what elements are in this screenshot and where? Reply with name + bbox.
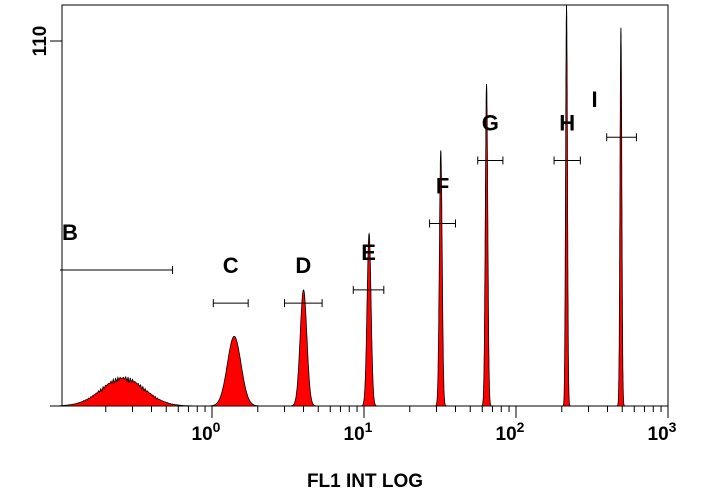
histogram-peak-7	[562, 4, 571, 407]
gate-g: G	[477, 110, 504, 165]
gate-c: C	[212, 253, 249, 308]
plot-frame	[61, 4, 669, 407]
gate-label-h: H	[559, 110, 575, 135]
histogram-peak-5	[434, 150, 447, 407]
gate-b: B	[60, 220, 174, 274]
gate-d: D	[284, 253, 323, 308]
y-tick-label: 110	[30, 26, 51, 57]
x-axis-label: FL1 INT LOG	[307, 471, 423, 492]
x-tick-label: 102	[496, 419, 525, 445]
gate-label-i: I	[592, 87, 598, 112]
gate-h: H	[553, 110, 581, 165]
histogram-peak-3	[288, 289, 319, 407]
gate-e: E	[352, 240, 385, 294]
gate-i: I	[592, 87, 637, 142]
gate-f: F	[429, 174, 457, 228]
x-tick-label: 101	[344, 419, 373, 445]
histogram-peak-1	[59, 375, 219, 407]
x-tick-label: 100	[192, 419, 221, 445]
gate-label-c: C	[223, 253, 239, 278]
histogram-peak-8	[616, 27, 626, 407]
histogram-peak-6	[481, 84, 492, 407]
gate-label-e: E	[361, 240, 376, 265]
gate-label-f: F	[436, 174, 449, 199]
x-tick-label: 103	[648, 419, 677, 445]
gate-label-b: B	[62, 220, 78, 245]
histogram-peak-2	[203, 335, 265, 407]
histogram-peak-4	[360, 232, 378, 407]
gate-label-g: G	[482, 110, 499, 135]
gate-label-d: D	[295, 253, 311, 278]
